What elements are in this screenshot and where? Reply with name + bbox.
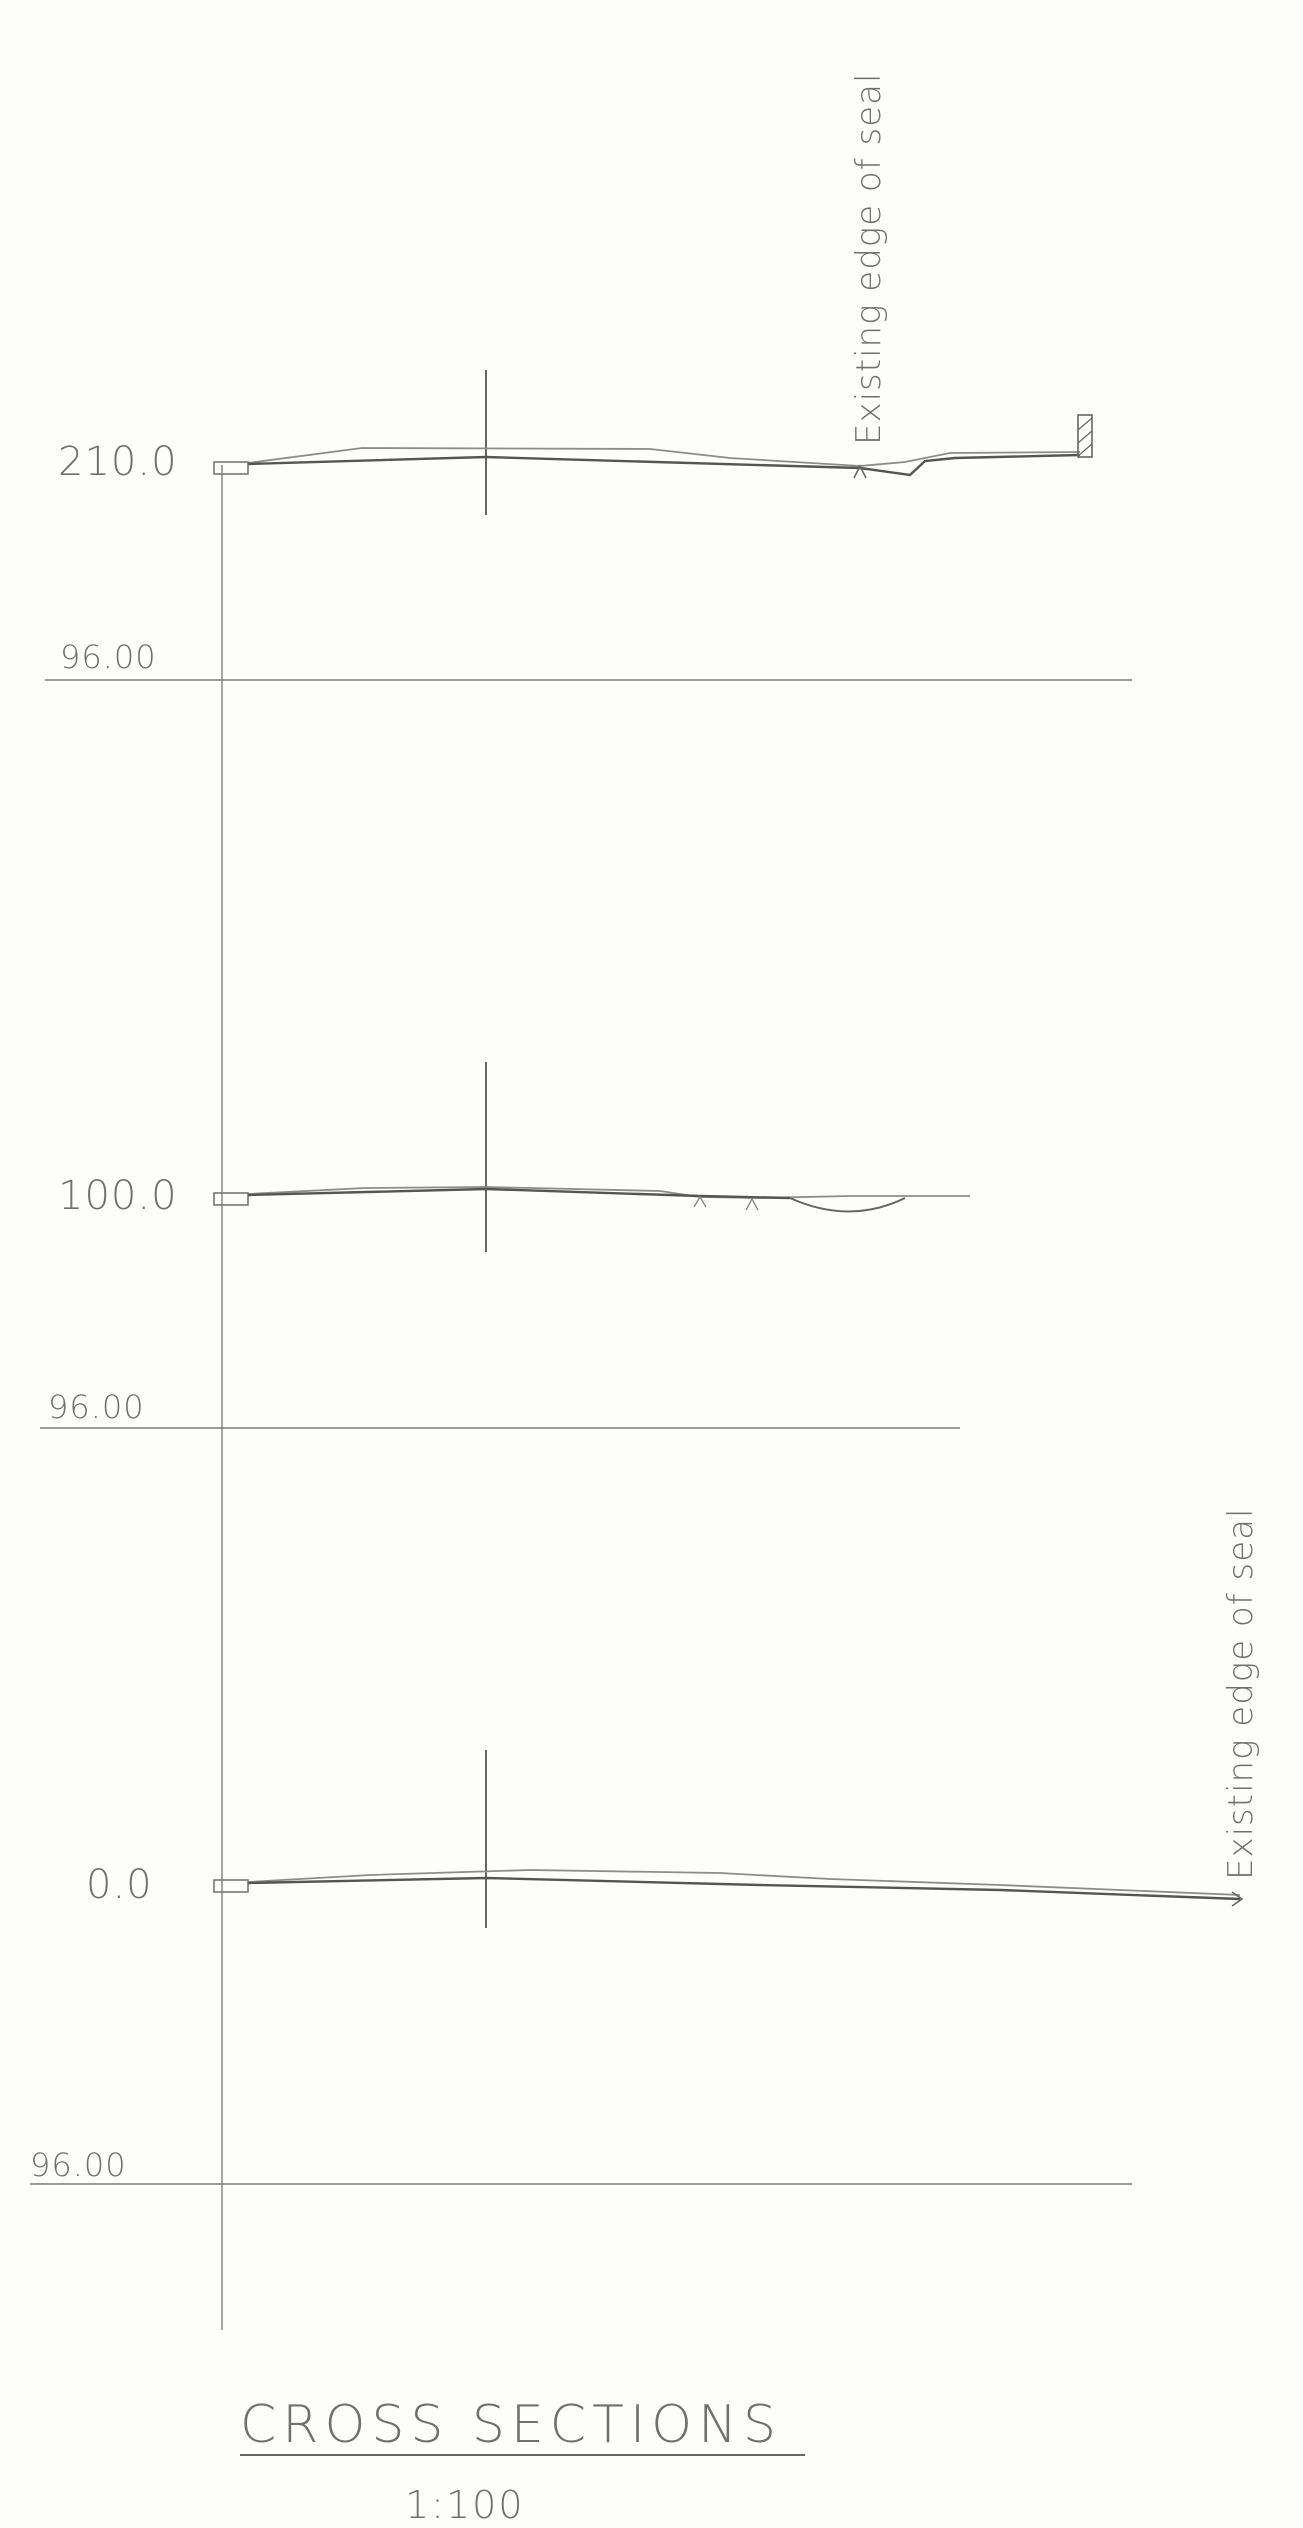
drawing-scale: 1:100 bbox=[405, 2483, 525, 2527]
datum-label: 96.00 bbox=[30, 2146, 127, 2184]
existing-surface-line bbox=[247, 447, 1081, 467]
kerb-symbol bbox=[213, 461, 249, 475]
drawing-title: CROSS SECTIONS bbox=[240, 2395, 782, 2455]
kerb-symbol bbox=[213, 1192, 249, 1206]
edge-marker bbox=[853, 464, 867, 479]
design-surface-line bbox=[247, 1876, 1241, 1901]
edge-marker bbox=[693, 1195, 707, 1208]
section-0: 0.0 Existing edge of seal 96.00 bbox=[30, 1508, 1261, 2185]
edge-marker bbox=[1231, 1891, 1244, 1907]
drain-curve bbox=[789, 1197, 906, 1213]
hatched-post-symbol bbox=[1077, 414, 1093, 458]
edge-of-seal-note: Existing edge of seal bbox=[1221, 1508, 1261, 1880]
design-surface-line bbox=[247, 1187, 791, 1200]
kerb-symbol bbox=[213, 1879, 249, 1893]
design-surface-line bbox=[247, 453, 1081, 477]
station-label: 100.0 bbox=[58, 1173, 178, 1219]
edge-of-seal-note: Existing edge of seal bbox=[849, 73, 889, 445]
station-label: 0.0 bbox=[86, 1862, 153, 1908]
edge-marker bbox=[745, 1197, 759, 1211]
existing-surface-line bbox=[247, 1869, 1241, 1896]
existing-surface-line bbox=[247, 1186, 970, 1199]
section-210: 210.0 Existing edge of seal 96.00 bbox=[45, 73, 1132, 681]
station-label: 210.0 bbox=[58, 439, 178, 485]
datum-label: 96.00 bbox=[48, 1388, 145, 1426]
section-100: 100.0 96.00 bbox=[40, 1062, 970, 1429]
datum-label: 96.00 bbox=[60, 638, 157, 676]
